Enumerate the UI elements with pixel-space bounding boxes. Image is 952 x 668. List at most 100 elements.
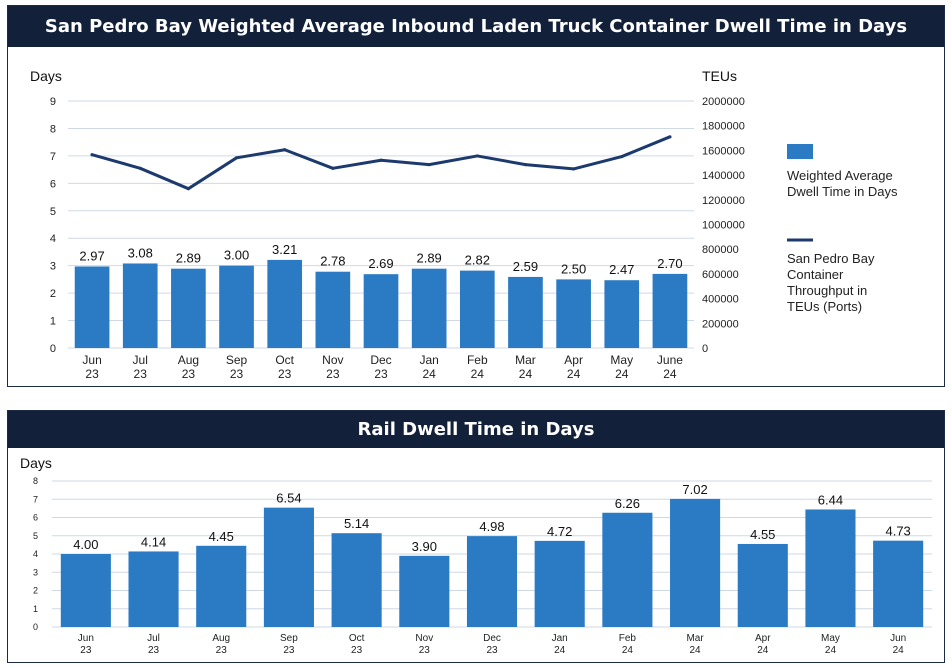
- x-tick-label: Oct 23: [275, 353, 294, 381]
- x-tick-label: Jul 23: [133, 353, 148, 381]
- bar-value-label: 2.70: [657, 256, 682, 271]
- y-tick-label: 3: [33, 567, 38, 577]
- truck-dwell-title: San Pedro Bay Weighted Average Inbound L…: [8, 6, 944, 47]
- bar: [604, 280, 640, 348]
- bar-value-label: 3.08: [128, 245, 153, 260]
- y-tick-label: 4: [50, 233, 56, 245]
- bar: [122, 263, 158, 348]
- bar-value-label: 2.89: [416, 251, 441, 266]
- bar: [805, 509, 856, 627]
- x-tick-label: May 24: [610, 353, 633, 381]
- x-tick-label: Apr 24: [755, 633, 771, 656]
- y-tick-label: 7: [50, 151, 56, 163]
- bar-value-label: 7.02: [682, 482, 707, 497]
- y-tick-label: 0: [33, 622, 38, 632]
- line-point: [234, 156, 239, 160]
- x-tick-label: Feb 24: [619, 633, 637, 656]
- x-tick-label: Jan 24: [419, 353, 438, 381]
- bar: [737, 543, 788, 627]
- y-tick-label: 5: [50, 206, 56, 218]
- x-tick-label: Apr 24: [564, 353, 583, 381]
- bar-value-label: 2.82: [465, 253, 490, 268]
- bar-value-label: 5.14: [344, 516, 369, 531]
- bar: [219, 265, 254, 348]
- x-tick-label: Mar 24: [686, 633, 704, 656]
- x-tick-label: Nov 23: [322, 353, 343, 381]
- y2-tick-label: 1000000: [702, 220, 745, 232]
- y-tick-label: 7: [33, 494, 38, 504]
- x-tick-label: Mar 24: [515, 353, 536, 381]
- line-point: [427, 163, 431, 167]
- legend-line-label: San Pedro Bay Container Throughput in TEUs …: [787, 251, 875, 314]
- bar: [556, 279, 591, 348]
- y2-tick-label: 200000: [702, 318, 739, 330]
- y-tick-label: 2: [50, 288, 56, 300]
- y2-tick-label: 1400000: [702, 170, 745, 182]
- line-point: [379, 158, 383, 162]
- bar-value-label: 4.72: [547, 524, 572, 539]
- truck-dwell-panel: San Pedro Bay Weighted Average Inbound L…: [7, 5, 945, 387]
- line-point: [620, 154, 624, 159]
- line-point: [138, 166, 142, 170]
- bar-value-label: 4.55: [750, 527, 775, 542]
- bar: [670, 498, 721, 627]
- y2-tick-label: 600000: [702, 269, 739, 281]
- y-tick-label: 8: [33, 476, 38, 486]
- bar: [74, 266, 110, 348]
- bar: [508, 276, 543, 348]
- y2-tick-label: 1600000: [702, 145, 745, 157]
- bar: [466, 536, 518, 627]
- x-tick-label: Jun 24: [890, 633, 906, 656]
- y-tick-label: 6: [33, 513, 38, 523]
- truck-dwell-chart: 0 1 2 3 4 5 6 7 8 9 0 200000 400000 600000 800000 10000…: [30, 68, 898, 381]
- line-point: [331, 166, 335, 170]
- bar-value-label: 3.90: [412, 539, 437, 554]
- bar: [60, 554, 111, 627]
- y2-tick-label: 1200000: [702, 195, 745, 207]
- bar-value-label: 2.50: [561, 261, 586, 276]
- x-tick-label: Dec 23: [370, 353, 391, 381]
- x-tick-label: Feb 24: [467, 353, 488, 381]
- y-tick-label: 0: [50, 343, 56, 355]
- y2-tick-label: 800000: [702, 244, 739, 256]
- y-tick-label: 6: [50, 178, 56, 190]
- x-tick-label: Jul 23: [147, 633, 160, 656]
- line-point: [283, 148, 287, 152]
- x-tick-label: Jun 23: [82, 353, 101, 381]
- x-tick-label: Jun 23: [78, 633, 94, 656]
- bar: [399, 555, 450, 627]
- y-tick-label: 5: [33, 531, 38, 541]
- x-tick-label: Nov 23: [415, 633, 433, 656]
- y2-tick-label: 400000: [702, 294, 739, 306]
- bar-value-label: 2.69: [368, 256, 393, 271]
- bar-value-label: 2.89: [176, 251, 201, 266]
- bar-value-label: 2.59: [513, 259, 538, 274]
- throughput-line: [91, 135, 671, 191]
- bar-value-label: 4.00: [73, 537, 98, 552]
- bar: [331, 533, 382, 627]
- bar: [652, 273, 688, 348]
- y-tick-label: 9: [50, 96, 56, 108]
- bar-value-label: 2.78: [320, 254, 345, 269]
- bar-value-label: 6.54: [276, 491, 301, 506]
- x-tick-label: May 24: [821, 633, 840, 656]
- x-tick-label: Jan 24: [552, 633, 568, 656]
- y2-tick-label: 2000000: [702, 96, 745, 108]
- legend-bar-swatch: [787, 144, 813, 159]
- bar-value-label: 4.14: [141, 534, 166, 549]
- rail-dwell-panel: Rail Dwell Time in Days 0 1 2 3 4 5 6 7 8 Days 4.0…: [7, 410, 945, 663]
- x-tick-label: Sep 23: [226, 353, 248, 381]
- bar-value-label: 6.44: [818, 492, 843, 507]
- y-tick-label: 3: [50, 261, 56, 273]
- bar: [459, 270, 495, 348]
- bar: [873, 540, 924, 627]
- line-point: [523, 163, 528, 167]
- x-tick-label: Aug 23: [212, 633, 230, 656]
- bar: [315, 271, 351, 348]
- y-axis-title: Days: [30, 68, 62, 84]
- line-point: [668, 135, 672, 139]
- x-tick-label: Dec 23: [483, 633, 501, 656]
- y-tick-label: 8: [50, 123, 56, 135]
- y-axis-title: Days: [20, 455, 52, 471]
- y-tick-label: 2: [33, 586, 38, 596]
